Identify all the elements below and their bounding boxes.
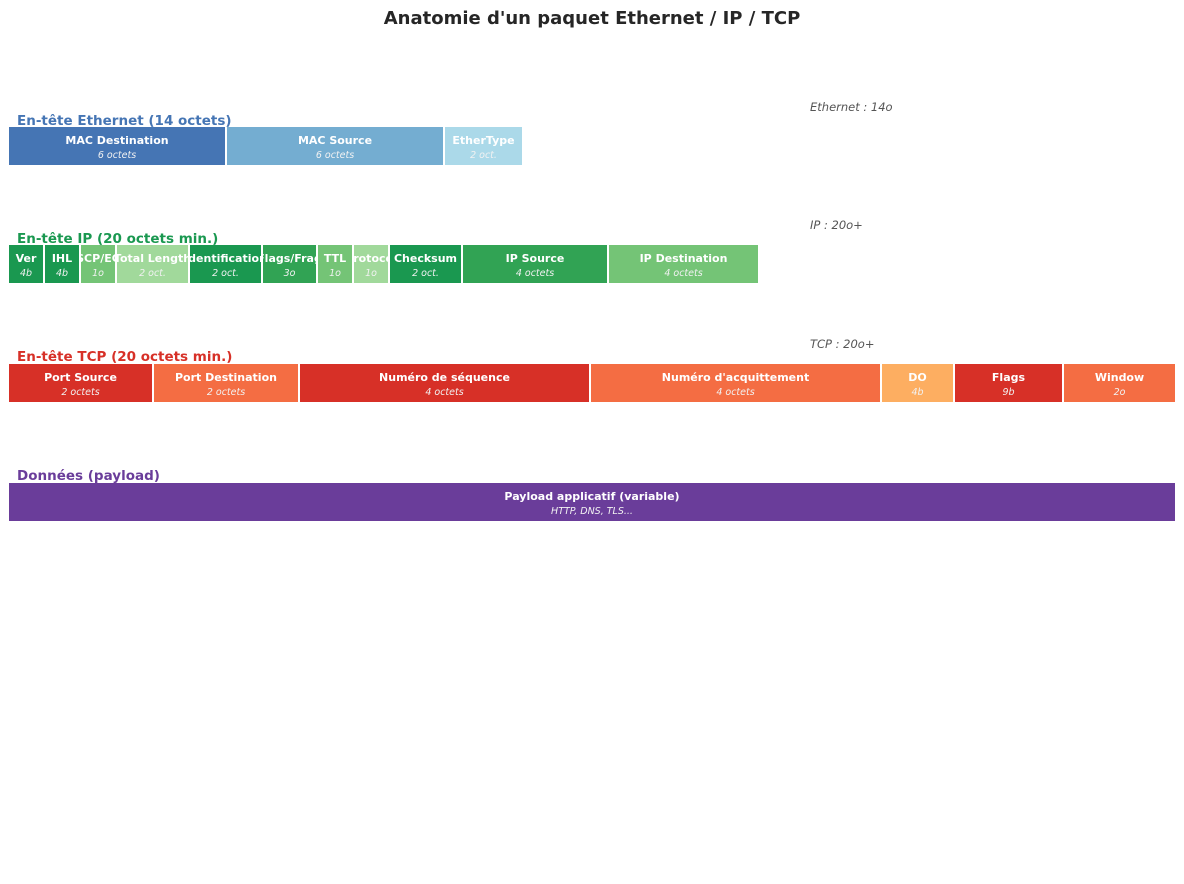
ip-field-name: IHL <box>51 252 73 265</box>
tcp-header-label: En-tête TCP (20 octets min.) <box>17 349 233 365</box>
tcp-field-size: 2 octets <box>206 387 246 398</box>
ethernet-field-size: 2 oct. <box>470 150 497 161</box>
ethernet-field-size: 6 octets <box>315 150 355 161</box>
payload-field-block: Payload applicatif (variable) HTTP, DNS, … <box>9 483 1175 521</box>
ip-header-label: En-tête IP (20 octets min.) <box>17 231 219 247</box>
ip-field-size: 4 octets <box>515 268 555 279</box>
ethernet-field-name: MAC Destination <box>65 134 169 147</box>
ethernet-field-name: MAC Source <box>297 134 373 147</box>
tcp-field-name: Flags <box>991 371 1026 384</box>
tcp-field-size: 2o <box>1113 387 1126 398</box>
ip-field-size: 4b <box>19 268 33 279</box>
ethernet-field-name: EtherType <box>452 134 515 147</box>
ethernet-note: Ethernet : 14o <box>810 100 893 114</box>
tcp-field-name: Port Source <box>44 371 117 384</box>
diagram-title: Anatomie d'un paquet Ethernet / IP / TCP <box>383 8 801 29</box>
tcp-field-name: Numéro d'acquittement <box>661 371 810 384</box>
tcp-field-size: 2 octets <box>61 387 100 398</box>
ip-note: IP : 20o+ <box>810 218 863 232</box>
tcp-field-block: Numéro d'acquittement 4 octets <box>591 364 882 402</box>
ip-field-size: 4 octets <box>664 268 703 279</box>
ip-field-name: Flags/Frag <box>263 252 316 265</box>
tcp-field-size: 4 octets <box>716 387 755 398</box>
tcp-field-block: Window 2o <box>1064 364 1175 402</box>
ip-field-block: Identification 2 oct. <box>190 245 263 283</box>
ip-field-block: Total Length 2 oct. <box>117 245 190 283</box>
ip-field-block: DSCP/ECN 1o <box>81 245 117 283</box>
ip-field-block: IP Source 4 octets <box>463 245 609 283</box>
tcp-field-block: DO 4b <box>882 364 955 402</box>
ip-field-name: Total Length <box>117 252 190 265</box>
tcp-note: TCP : 20o+ <box>810 337 875 351</box>
ip-field-block: Ver 4b <box>9 245 45 283</box>
ip-field-block: Protocol 1o <box>354 245 390 283</box>
ip-field-name: DSCP/ECN <box>81 252 115 265</box>
ip-field-size: 1o <box>329 268 341 279</box>
ethernet-header-label: En-tête Ethernet (14 octets) <box>17 113 232 129</box>
ip-field-size: 1o <box>92 268 104 279</box>
ethernet-field-size: 6 octets <box>97 150 137 161</box>
ethernet-field-block: EtherType 2 oct. <box>445 127 522 165</box>
payload-field-name: Payload applicatif (variable) <box>504 490 680 503</box>
tcp-field-name: DO <box>908 371 927 384</box>
ip-field-block: Checksum 2 oct. <box>390 245 463 283</box>
ip-field-name: IP Destination <box>639 252 728 265</box>
tcp-field-name: Window <box>1094 371 1145 384</box>
ethernet-field-block: MAC Destination 6 octets <box>9 127 227 165</box>
tcp-field-size: 9b <box>1002 387 1015 398</box>
tcp-field-block: Numéro de séquence 4 octets <box>300 364 591 402</box>
ip-field-size: 1o <box>365 268 377 279</box>
ip-field-name: IP Source <box>505 252 565 265</box>
tcp-field-name: Port Destination <box>175 371 277 384</box>
payload-label: Données (payload) <box>17 468 160 484</box>
ip-field-block: IP Destination 4 octets <box>609 245 758 283</box>
tcp-field-block: Port Source 2 octets <box>9 364 154 402</box>
tcp-field-size: 4 octets <box>425 387 464 398</box>
ip-field-block: Flags/Frag 3o <box>263 245 318 283</box>
ip-field-size: 4b <box>55 268 69 279</box>
ip-field-block: IHL 4b <box>45 245 81 283</box>
tcp-field-block: Port Destination 2 octets <box>154 364 300 402</box>
ip-field-block: TTL 1o <box>318 245 354 283</box>
ip-field-name: Ver <box>15 252 37 265</box>
ip-field-size: 3o <box>283 268 296 279</box>
ip-field-name: Protocol <box>354 252 388 265</box>
ip-field-size: 2 oct. <box>139 268 166 279</box>
ethernet-field-block: MAC Source 6 octets <box>227 127 445 165</box>
payload-field-size: HTTP, DNS, TLS... <box>551 506 633 517</box>
ip-field-name: TTL <box>323 252 347 265</box>
ip-field-name: Identification <box>190 252 263 265</box>
tcp-field-size: 4b <box>911 387 924 398</box>
tcp-field-block: Flags 9b <box>955 364 1064 402</box>
tcp-field-name: Numéro de séquence <box>379 371 510 384</box>
ip-field-size: 2 oct. <box>412 268 439 279</box>
ip-field-size: 2 oct. <box>212 268 239 279</box>
ip-field-name: Checksum <box>393 252 458 265</box>
